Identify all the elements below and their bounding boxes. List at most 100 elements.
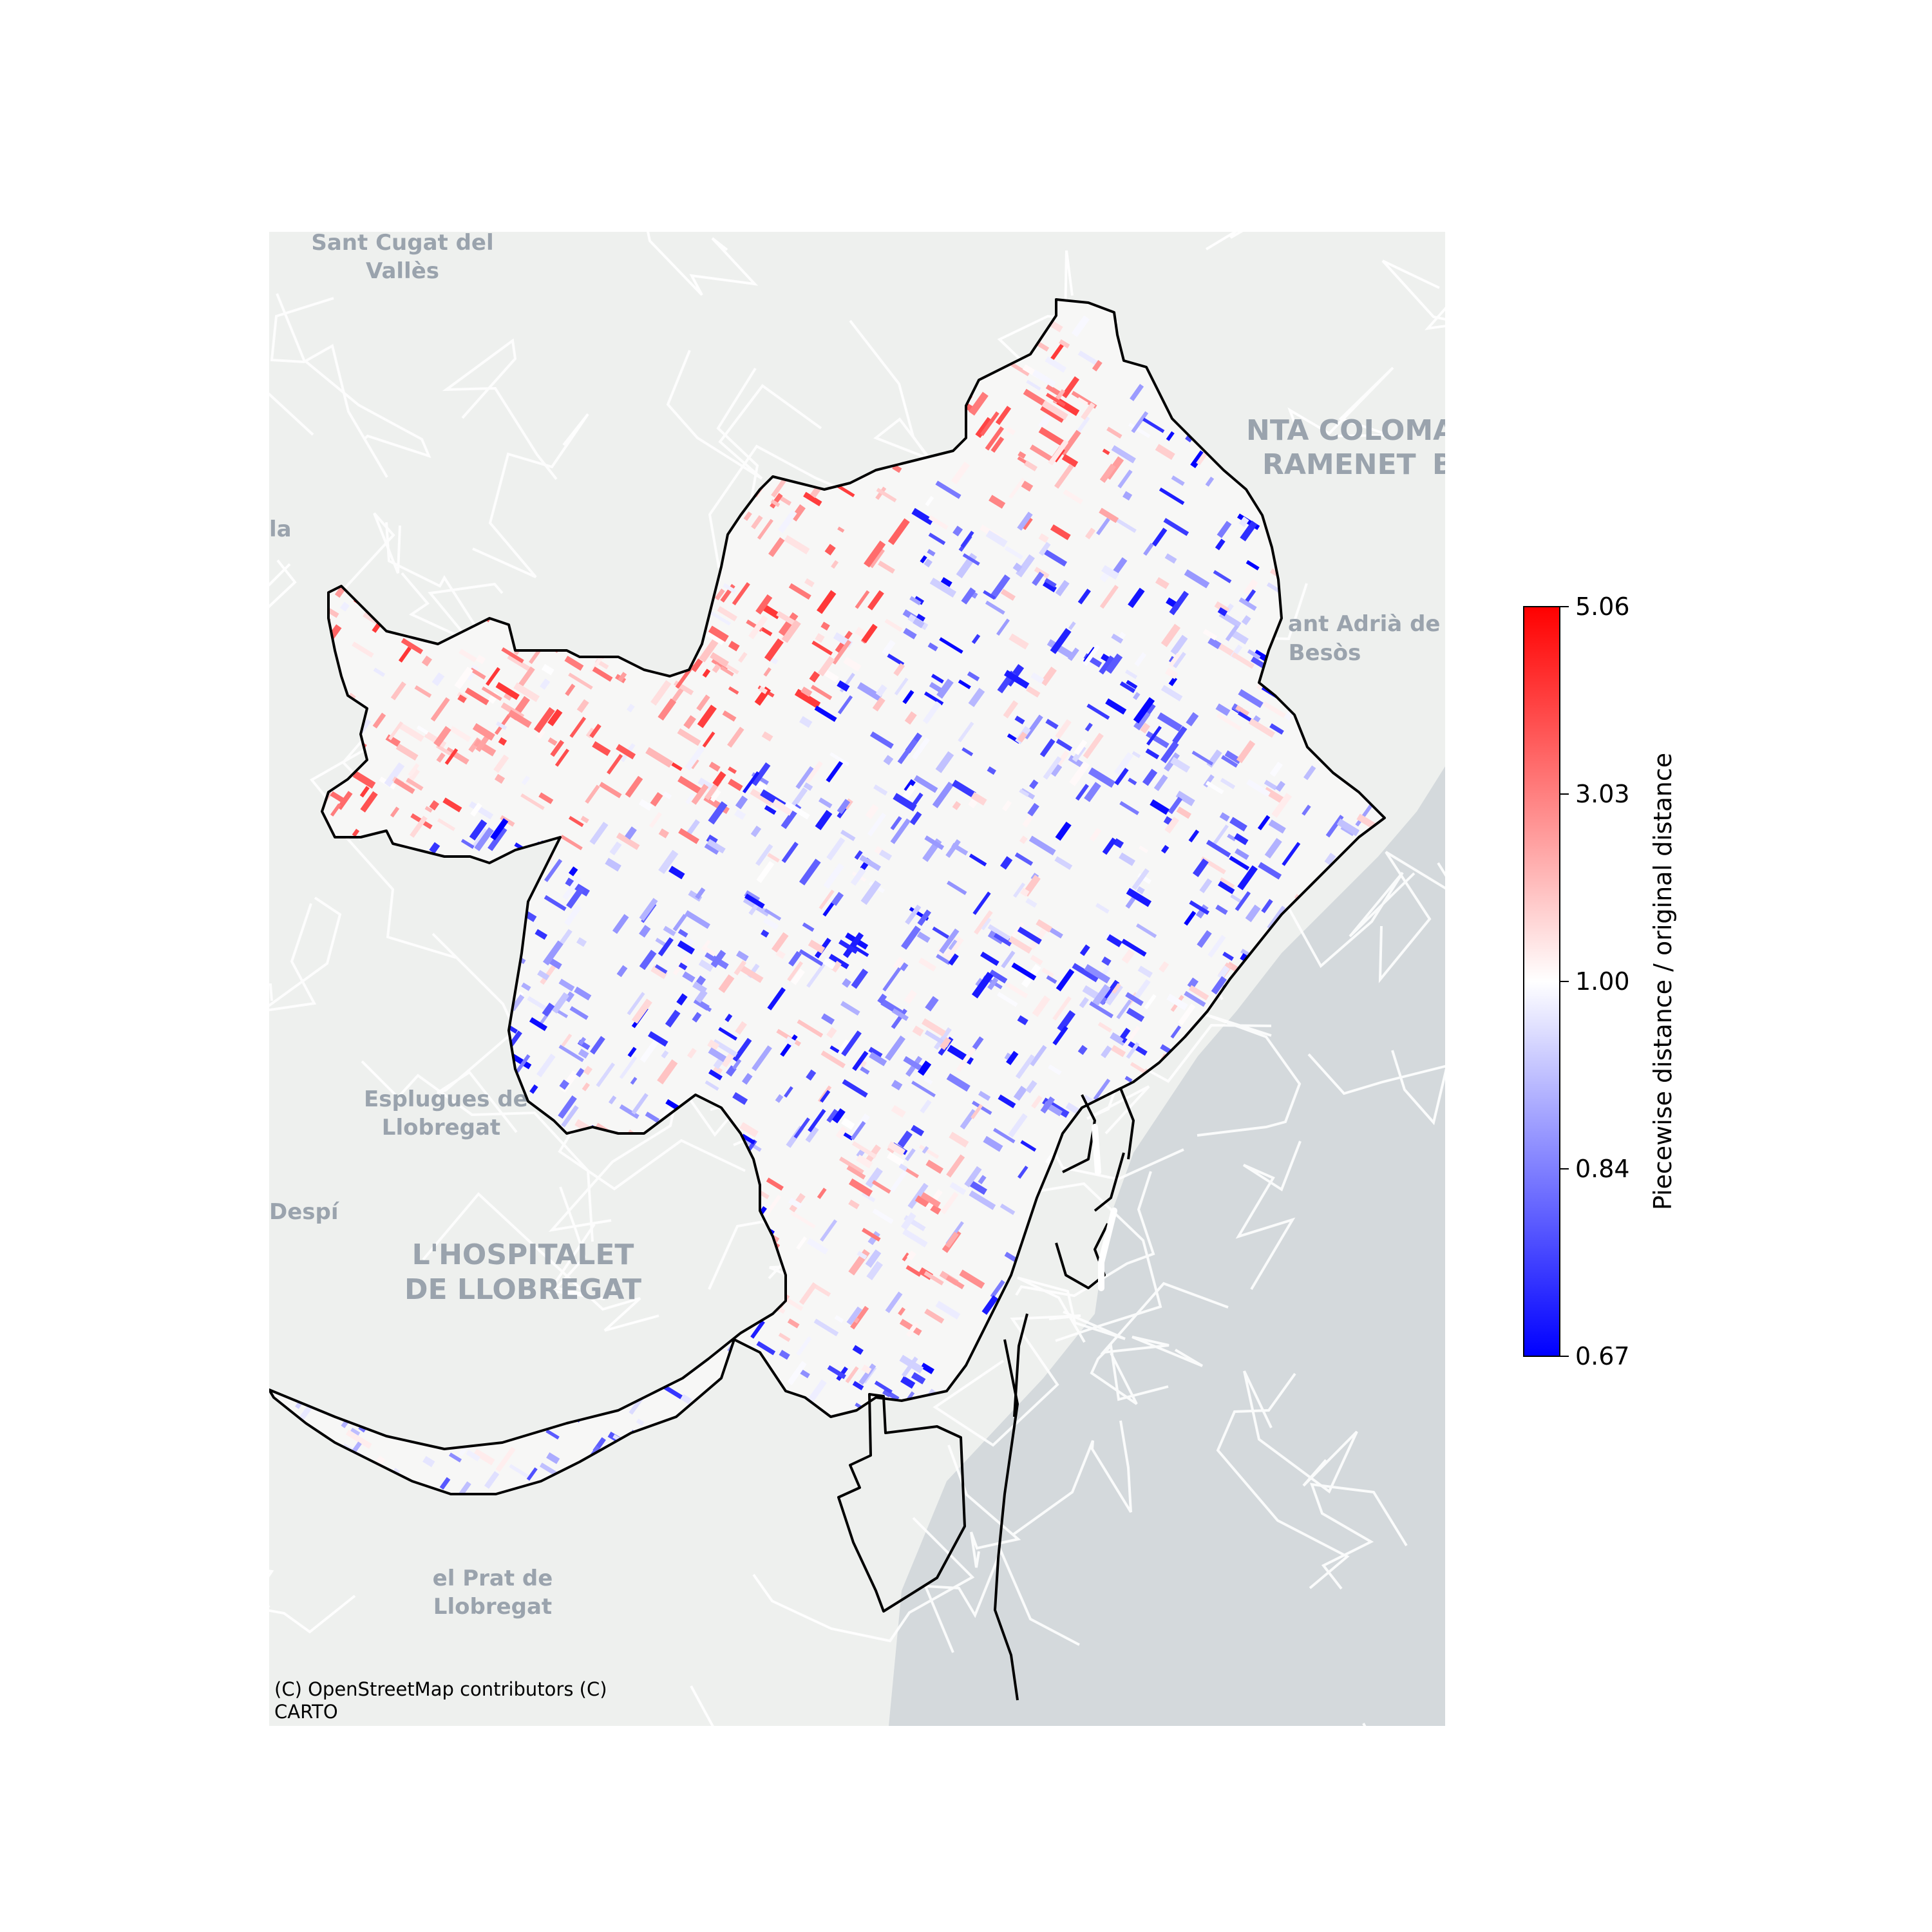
street-segment — [971, 1101, 992, 1115]
street-segment — [1048, 341, 1066, 363]
place-label: Despí — [269, 1199, 340, 1225]
street-segment — [787, 1361, 807, 1385]
street-segment — [1056, 739, 1073, 752]
street-segment — [1221, 755, 1238, 768]
street-segment — [799, 949, 824, 967]
street-segment — [475, 654, 486, 665]
street-segment — [777, 509, 797, 534]
street-segment — [408, 762, 420, 777]
street-segment — [806, 1379, 827, 1405]
street-segment — [1077, 1045, 1088, 1056]
place-label: RAMENET — [1262, 448, 1416, 481]
street-segment — [1325, 815, 1344, 838]
street-segment — [920, 1192, 941, 1208]
street-segment — [1039, 738, 1056, 757]
street-segment — [1125, 992, 1144, 1007]
street-segment — [1188, 985, 1209, 1001]
street-segment — [932, 926, 950, 939]
street-segment — [1134, 652, 1147, 667]
street-segment — [703, 940, 711, 949]
street-segment — [751, 762, 771, 786]
street-segment — [893, 793, 917, 811]
street-segment — [1069, 761, 1090, 786]
street-segment — [912, 1025, 924, 1037]
street-segment — [858, 1363, 876, 1385]
street-segment — [658, 698, 677, 721]
street-segment — [560, 929, 573, 945]
street-segment — [732, 1037, 752, 1062]
street-segment — [840, 1001, 860, 1016]
street-segment — [722, 710, 737, 722]
street-segment — [1041, 400, 1068, 421]
street-segment — [757, 518, 773, 540]
street-segment — [1136, 886, 1145, 895]
basemap-street — [269, 983, 273, 1001]
street-segment — [1111, 445, 1136, 464]
street-segment — [865, 1167, 883, 1188]
street-segment — [823, 863, 844, 889]
street-segment — [877, 993, 887, 1005]
street-segment — [558, 1045, 584, 1063]
street-segment — [1020, 887, 1030, 897]
street-segment — [814, 705, 837, 723]
street-segment — [911, 1372, 926, 1385]
street-segment — [618, 672, 627, 682]
street-segment — [1159, 487, 1185, 506]
street-segment — [728, 686, 739, 695]
street-segment — [678, 828, 699, 844]
street-segment — [1139, 845, 1149, 853]
street-segment — [685, 819, 700, 837]
street-segment — [799, 1282, 818, 1305]
street-segment — [788, 951, 802, 967]
street-segment — [631, 998, 652, 1024]
street-segment — [771, 932, 789, 953]
street-segment — [1028, 835, 1056, 856]
street-segment — [639, 949, 657, 971]
street-segment — [1017, 511, 1033, 531]
street-segment — [592, 741, 611, 757]
street-segment — [768, 537, 785, 557]
street-segment — [677, 775, 705, 796]
street-segment — [752, 1045, 772, 1072]
street-segment — [568, 866, 578, 876]
street-segment — [1111, 633, 1124, 644]
street-segment — [1219, 812, 1230, 822]
street-segment — [712, 663, 721, 674]
street-segment — [854, 850, 863, 860]
street-segment — [891, 1104, 906, 1118]
street-segment — [1031, 1095, 1043, 1109]
street-segment — [940, 1191, 959, 1215]
street-segment — [421, 655, 432, 667]
street-segment — [671, 762, 683, 772]
street-segment — [493, 754, 509, 773]
street-segment — [781, 620, 801, 643]
street-segment — [1038, 533, 1049, 543]
street-segment — [985, 530, 1008, 547]
street-segment — [1040, 667, 1057, 687]
street-segment — [695, 989, 708, 1003]
street-segment — [799, 858, 821, 886]
street-segment — [1032, 995, 1050, 1018]
street-segment — [1267, 905, 1286, 930]
street-segment — [901, 925, 921, 950]
street-segment — [968, 799, 978, 809]
street-segment — [867, 812, 887, 837]
street-segment — [755, 594, 773, 615]
street-segment — [959, 1269, 985, 1289]
street-segment — [680, 1394, 692, 1405]
street-segment — [1238, 688, 1264, 708]
street-segment — [993, 931, 1014, 947]
street-segment — [1105, 698, 1127, 715]
street-segment — [1268, 819, 1286, 834]
street-segment — [702, 731, 715, 748]
street-segment — [1083, 732, 1104, 759]
street-segment — [755, 844, 773, 866]
street-segment — [384, 762, 405, 788]
street-segment — [865, 804, 879, 819]
street-segment — [838, 939, 858, 954]
street-segment — [835, 1126, 848, 1140]
street-segment — [698, 959, 714, 972]
basemap-street — [1216, 1372, 1350, 1589]
street-segment — [658, 828, 669, 838]
street-segment — [1106, 426, 1122, 439]
